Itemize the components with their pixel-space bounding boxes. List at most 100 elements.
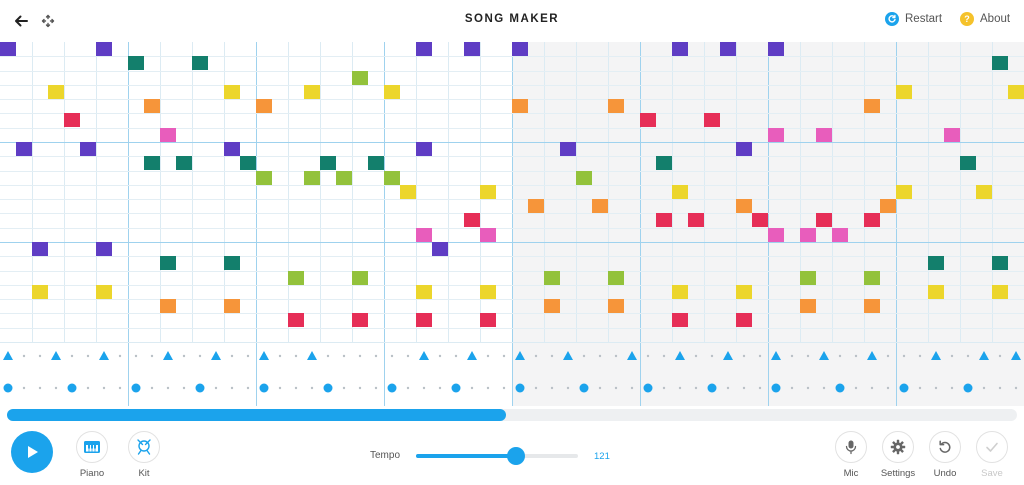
rhythm-dot[interactable] [22, 386, 26, 390]
melody-note[interactable] [160, 299, 176, 313]
play-button[interactable] [11, 431, 53, 473]
melody-note[interactable] [992, 56, 1008, 70]
rhythm-dot[interactable] [438, 354, 442, 358]
rhythm-triangle[interactable] [51, 351, 61, 360]
melody-note[interactable] [864, 99, 880, 113]
rhythm-dot[interactable] [150, 386, 154, 390]
move-button[interactable] [35, 8, 61, 34]
rhythm-dot[interactable] [694, 354, 698, 358]
melody-note[interactable] [224, 142, 240, 156]
melody-note[interactable] [768, 228, 784, 242]
melody-note[interactable] [896, 85, 912, 99]
melody-note[interactable] [352, 71, 368, 85]
settings-button[interactable]: Settings [873, 431, 923, 479]
melody-note[interactable] [192, 56, 208, 70]
rhythm-dot[interactable] [326, 354, 330, 358]
rhythm-dot[interactable] [726, 386, 730, 390]
rhythm-dot[interactable] [214, 386, 218, 390]
rhythm-circle[interactable] [707, 383, 717, 393]
melody-note[interactable] [800, 299, 816, 313]
rhythm-dot[interactable] [598, 354, 602, 358]
rhythm-dot[interactable] [246, 386, 250, 390]
melody-note[interactable] [416, 285, 432, 299]
melody-note[interactable] [160, 128, 176, 142]
rhythm-dot[interactable] [598, 386, 602, 390]
melody-note[interactable] [864, 213, 880, 227]
rhythm-circle[interactable] [771, 383, 781, 393]
rhythm-dot[interactable] [694, 386, 698, 390]
rhythm-triangle[interactable] [675, 351, 685, 360]
rhythm-dot[interactable] [534, 354, 538, 358]
undo-button[interactable]: Undo [920, 431, 970, 479]
rhythm-circle[interactable] [579, 383, 589, 393]
melody-grid[interactable] [0, 42, 1024, 342]
melody-note[interactable] [224, 85, 240, 99]
melody-note[interactable] [768, 128, 784, 142]
melody-note[interactable] [464, 213, 480, 227]
rhythm-dot[interactable] [390, 354, 394, 358]
rhythm-dot[interactable] [582, 354, 586, 358]
rhythm-dot[interactable] [950, 354, 954, 358]
melody-note[interactable] [896, 185, 912, 199]
melody-note[interactable] [352, 271, 368, 285]
rhythm-dot[interactable] [918, 354, 922, 358]
rhythm-triangle[interactable] [515, 351, 525, 360]
melody-note[interactable] [608, 299, 624, 313]
rhythm-triangle[interactable] [819, 351, 829, 360]
melody-note[interactable] [256, 99, 272, 113]
rhythm-dot[interactable] [502, 386, 506, 390]
rhythm-dot[interactable] [358, 386, 362, 390]
rhythm-dot[interactable] [790, 354, 794, 358]
melody-note[interactable] [544, 271, 560, 285]
rhythm-dot[interactable] [534, 386, 538, 390]
rhythm-triangle[interactable] [307, 351, 317, 360]
melody-note[interactable] [672, 313, 688, 327]
rhythm-dot[interactable] [310, 386, 314, 390]
melody-note[interactable] [608, 99, 624, 113]
melody-note[interactable] [48, 85, 64, 99]
melody-note[interactable] [800, 271, 816, 285]
melody-note[interactable] [768, 42, 784, 56]
melody-note[interactable] [736, 285, 752, 299]
rhythm-circle[interactable] [131, 383, 141, 393]
melody-note[interactable] [544, 299, 560, 313]
rhythm-dot[interactable] [502, 354, 506, 358]
rhythm-dot[interactable] [758, 386, 762, 390]
melody-note[interactable] [864, 299, 880, 313]
rhythm-dot[interactable] [118, 354, 122, 358]
melody-note[interactable] [640, 113, 656, 127]
rhythm-dot[interactable] [422, 386, 426, 390]
rhythm-dot[interactable] [886, 386, 890, 390]
melody-note[interactable] [32, 285, 48, 299]
melody-note[interactable] [320, 156, 336, 170]
melody-note[interactable] [736, 142, 752, 156]
rhythm-dot[interactable] [678, 386, 682, 390]
rhythm-dot[interactable] [406, 354, 410, 358]
rhythm-dot[interactable] [38, 386, 42, 390]
rhythm-dot[interactable] [54, 386, 58, 390]
rhythm-grid[interactable] [0, 342, 1024, 406]
rhythm-dot[interactable] [166, 386, 170, 390]
melody-note[interactable] [144, 156, 160, 170]
rhythm-dot[interactable] [486, 386, 490, 390]
rhythm-dot[interactable] [614, 354, 618, 358]
melody-note[interactable] [560, 142, 576, 156]
melody-note[interactable] [288, 271, 304, 285]
melody-note[interactable] [416, 42, 432, 56]
melody-note[interactable] [0, 42, 16, 56]
rhythm-dot[interactable] [966, 354, 970, 358]
rhythm-dot[interactable] [486, 354, 490, 358]
melody-note[interactable] [96, 42, 112, 56]
rhythm-dot[interactable] [278, 354, 282, 358]
rhythm-triangle[interactable] [419, 351, 429, 360]
melody-note[interactable] [688, 213, 704, 227]
rhythm-triangle[interactable] [563, 351, 573, 360]
melody-note[interactable] [656, 213, 672, 227]
rhythm-dot[interactable] [902, 354, 906, 358]
rhythm-dot[interactable] [806, 386, 810, 390]
melody-note[interactable] [704, 113, 720, 127]
rhythm-triangle[interactable] [979, 351, 989, 360]
melody-note[interactable] [336, 171, 352, 185]
rhythm-dot[interactable] [630, 386, 634, 390]
melody-note[interactable] [736, 199, 752, 213]
